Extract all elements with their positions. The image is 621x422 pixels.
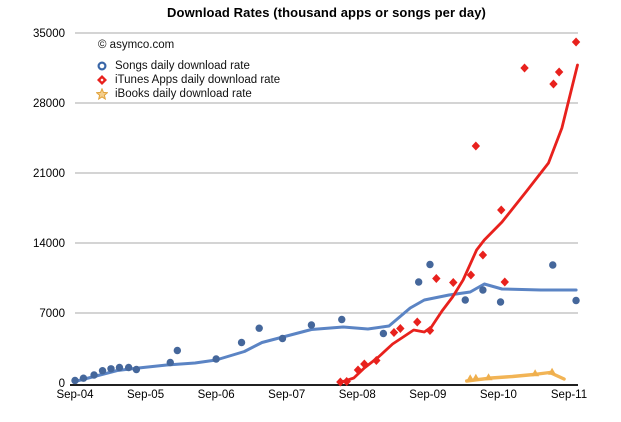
copyright-label: © asymco.com <box>98 39 175 51</box>
songs-point <box>107 365 115 373</box>
x-tick-label: Sep-09 <box>409 389 446 401</box>
apps-point <box>520 63 529 73</box>
apps-point <box>336 377 345 387</box>
x-tick-label: Sep-08 <box>339 389 376 401</box>
y-tick-label: 35000 <box>33 28 65 40</box>
songs-point <box>237 338 246 347</box>
apps-point <box>478 250 488 260</box>
songs-trend-line <box>73 282 578 383</box>
x-tick-label: Sep-10 <box>480 389 517 401</box>
apps-point <box>554 67 564 77</box>
x-tick-label: Sep-05 <box>127 389 164 401</box>
songs-point <box>414 278 423 286</box>
apps-point <box>571 37 581 47</box>
songs-point <box>572 296 580 305</box>
songs-point <box>79 374 88 382</box>
y-tick-label: 0 <box>59 378 65 390</box>
songs-point <box>115 363 124 372</box>
songs-point <box>496 298 505 306</box>
circle-marker-icon <box>97 61 107 71</box>
apps-point <box>497 205 506 215</box>
apps-trend-line <box>338 63 579 384</box>
apps-point <box>471 141 481 151</box>
songs-point <box>549 261 557 269</box>
star-marker-icon <box>96 88 108 100</box>
y-tick-label: 7000 <box>39 308 65 320</box>
apps-point <box>449 278 458 287</box>
x-tick-label: Sep-04 <box>56 389 94 401</box>
x-tick-label: Sep-06 <box>198 389 235 401</box>
y-tick-label: 28000 <box>33 98 65 110</box>
apps-point <box>342 377 351 386</box>
x-tick-label: Sep-11 <box>551 389 587 401</box>
y-tick-label: 21000 <box>33 168 65 180</box>
apps-point <box>549 79 558 89</box>
apps-point <box>396 324 405 333</box>
songs-point <box>71 376 79 385</box>
songs-point <box>132 365 141 374</box>
songs-point <box>278 334 287 343</box>
ibooks-point <box>471 373 480 381</box>
legend-item-songs: Songs daily download rate <box>96 59 280 73</box>
songs-point <box>173 346 182 355</box>
songs-point <box>98 367 107 375</box>
ibooks-point <box>548 367 557 375</box>
ibooks-point <box>484 373 493 381</box>
songs-point <box>166 358 174 367</box>
songs-point <box>124 363 133 372</box>
songs-point <box>461 296 469 304</box>
ibooks-point <box>466 374 475 382</box>
legend-label-itunes-apps: iTunes Apps daily download rate <box>115 74 281 86</box>
legend: © asymco.com Songs daily download rate i… <box>96 39 280 101</box>
x-tick-label: Sep-07 <box>268 389 305 401</box>
apps-point <box>389 328 399 337</box>
songs-point <box>255 324 263 332</box>
legend-label-songs: Songs daily download rate <box>115 60 250 72</box>
apps-point <box>372 356 381 365</box>
apps-point <box>466 270 476 280</box>
songs-point <box>379 329 388 338</box>
legend-label-ibooks: iBooks daily download rate <box>115 88 252 100</box>
apps-point <box>353 365 363 375</box>
songs-point <box>338 315 346 324</box>
legend-item-ibooks: iBooks daily download rate <box>96 87 280 101</box>
apps-point <box>432 274 441 283</box>
apps-point <box>413 317 422 327</box>
songs-point <box>212 355 220 363</box>
songs-point <box>90 371 98 379</box>
apps-point <box>500 277 509 287</box>
songs-point <box>426 260 434 269</box>
y-tick-label: 14000 <box>33 238 65 250</box>
songs-point <box>307 321 316 329</box>
songs-point <box>479 286 487 294</box>
legend-item-itunes-apps: iTunes Apps daily download rate <box>96 73 280 87</box>
apps-point <box>360 359 369 369</box>
apps-point <box>425 326 435 335</box>
ibooks-point <box>531 369 540 377</box>
diamond-marker-icon <box>97 75 107 85</box>
chart-title: Download Rates (thousand apps or songs p… <box>167 5 486 20</box>
